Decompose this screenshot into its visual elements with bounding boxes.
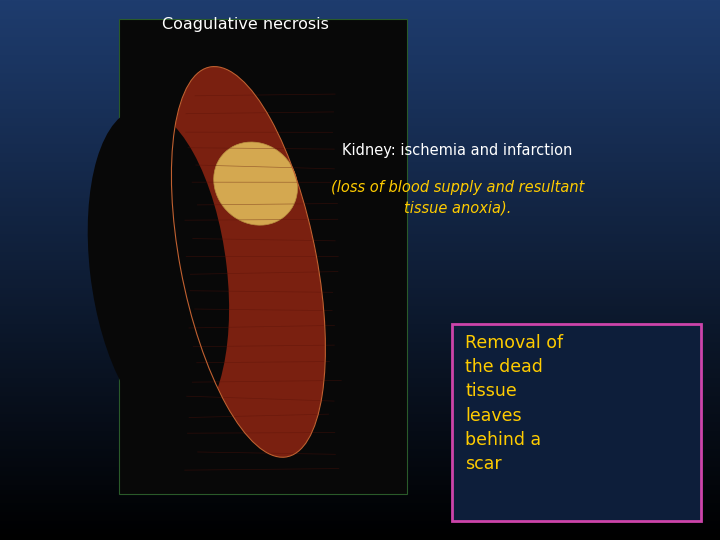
Ellipse shape — [214, 142, 297, 225]
Text: (loss of blood supply and resultant
tissue anoxia).: (loss of blood supply and resultant tiss… — [330, 180, 584, 216]
Bar — [119, 19, 407, 494]
Ellipse shape — [88, 109, 229, 431]
Text: Removal of
the dead
tissue
leaves
behind a
scar: Removal of the dead tissue leaves behind… — [465, 334, 563, 473]
FancyBboxPatch shape — [452, 324, 701, 521]
Text: Kidney: ischemia and infarction: Kidney: ischemia and infarction — [342, 143, 572, 158]
Ellipse shape — [171, 66, 325, 457]
Text: Coagulative necrosis: Coagulative necrosis — [162, 17, 329, 32]
